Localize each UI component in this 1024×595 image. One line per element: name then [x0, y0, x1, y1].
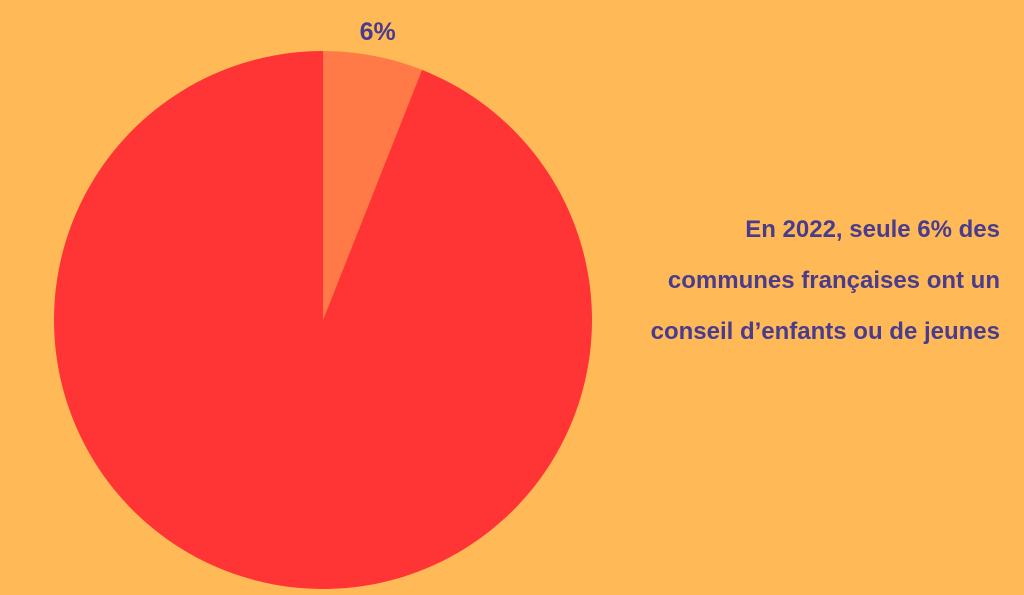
- caption-line-3: conseil d’enfants ou de jeunes: [650, 318, 1000, 345]
- caption-line-1: En 2022, seule 6% des: [745, 216, 1000, 243]
- chart-caption: En 2022, seule 6% des communes française…: [580, 204, 1000, 357]
- pie-slice-1: [323, 51, 423, 320]
- pie-slice-2: [53, 51, 592, 589]
- slice-label-1: 6%: [360, 18, 396, 46]
- pie-labels: 6%: [360, 18, 396, 46]
- caption-line-2: communes françaises ont un: [667, 267, 1000, 294]
- pie-slices: [53, 51, 592, 589]
